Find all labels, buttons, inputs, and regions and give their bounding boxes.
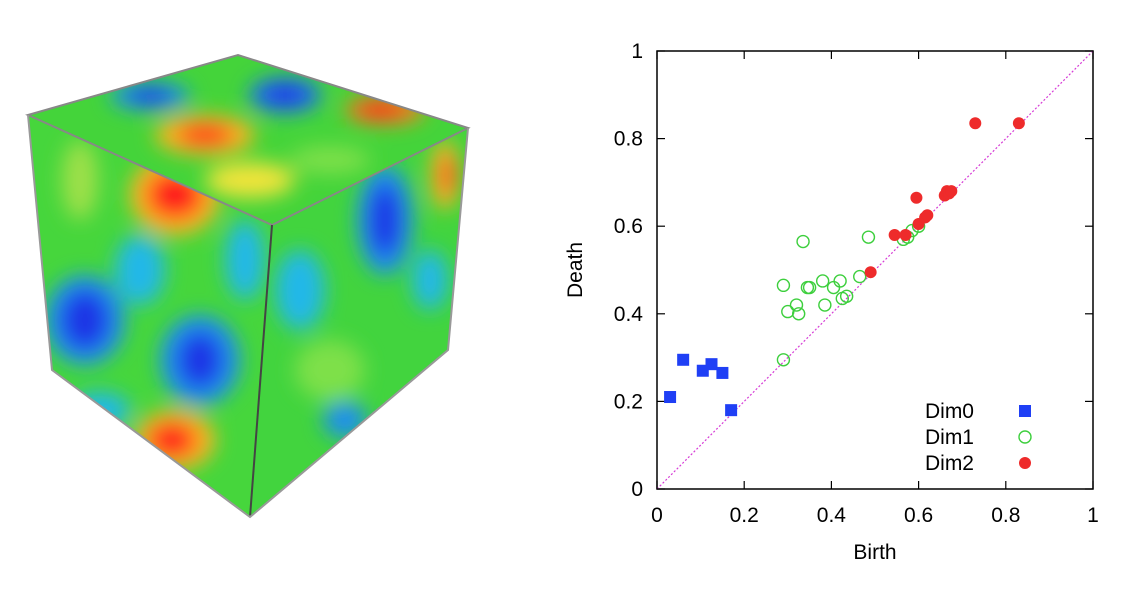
y-tick-label: 0	[631, 478, 643, 501]
series-dim0	[664, 353, 738, 417]
dim1-point	[861, 230, 876, 244]
scatter-plot: 0 0.2 0.4 0.6 0.8 1 0 0.2 0.4 0.6 0.8 1 Birth Deat…	[564, 40, 1099, 564]
dim0-point	[716, 366, 729, 379]
x-axis-ticks: 0 0.2 0.4 0.6 0.8 1	[651, 51, 1099, 527]
persistence-diagram: 0 0.2 0.4 0.6 0.8 1 0 0.2 0.4 0.6 0.8 1 Birth Deat…	[540, 0, 1142, 584]
x-tick-label: 0.2	[730, 504, 759, 527]
dim2-point	[910, 191, 923, 204]
dim2-point	[864, 266, 877, 279]
dim1-point	[802, 280, 817, 295]
dim1-point	[781, 304, 795, 319]
dim1-point	[815, 274, 830, 288]
dim2-point	[1012, 117, 1025, 130]
dim1-point	[776, 278, 791, 293]
dim1-point	[839, 289, 854, 303]
legend-label-dim2: Dim2	[925, 452, 974, 475]
y-axis-ticks: 0 0.2 0.4 0.6 0.8 1	[614, 40, 1093, 501]
y-tick-label: 0.4	[614, 303, 644, 326]
dim2-point	[969, 117, 982, 130]
y-tick-label: 0.8	[614, 128, 643, 151]
plot-frame	[656, 50, 1094, 490]
dim1-point	[796, 234, 810, 249]
dim2-point	[888, 228, 901, 241]
dim2-point	[945, 185, 958, 198]
dim0-point	[677, 353, 690, 366]
dim2-point	[921, 209, 934, 222]
dim1-point	[789, 298, 804, 312]
y-tick-label: 0.6	[614, 215, 643, 238]
legend-label-dim0: Dim0	[925, 400, 974, 423]
cube-image	[25, 53, 471, 519]
cube-edges	[25, 53, 471, 519]
series-dim1	[776, 219, 926, 367]
plot-border	[656, 50, 1094, 490]
dim1-point	[833, 274, 847, 288]
dim0-point	[725, 404, 738, 417]
y-tick-label: 1	[631, 40, 643, 63]
legend-marker-dim1	[1018, 430, 1032, 444]
data-points	[664, 117, 1025, 417]
dim1-point	[776, 353, 791, 367]
x-tick-label: 0.4	[817, 504, 847, 527]
legend-marker-dim0	[1019, 405, 1031, 417]
legend-marker-dim2	[1019, 457, 1031, 469]
cube-right-face	[250, 128, 468, 517]
legend-label-dim1: Dim1	[925, 426, 974, 449]
series-dim2	[864, 117, 1025, 279]
dim0-point	[664, 391, 677, 404]
x-tick-label: 0.8	[991, 504, 1020, 527]
dim2-point	[899, 228, 912, 241]
dim1-point	[853, 269, 867, 284]
dim1-point	[826, 280, 841, 295]
x-tick-label: 0.6	[904, 504, 933, 527]
y-tick-label: 0.2	[614, 390, 643, 413]
x-axis-label: Birth	[853, 541, 896, 564]
dim0-point	[705, 358, 718, 371]
cube-top-face	[28, 55, 468, 225]
dim1-point	[792, 307, 806, 321]
x-tick-label: 1	[1087, 504, 1099, 527]
cube-visualization	[0, 0, 500, 584]
x-tick-label: 0	[651, 504, 663, 527]
dim1-point	[818, 298, 832, 312]
y-axis-label: Death	[564, 242, 587, 298]
legend: Dim0 Dim1 Dim2	[925, 400, 1032, 475]
